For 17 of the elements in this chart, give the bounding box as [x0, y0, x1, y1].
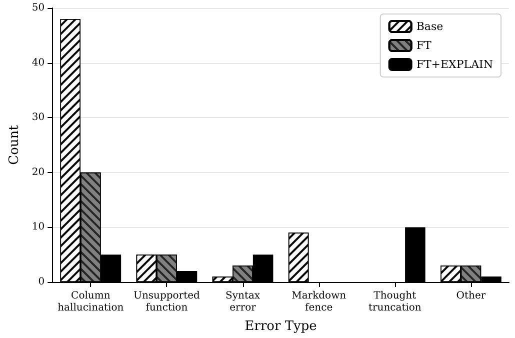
- legend-label: Base: [416, 20, 444, 33]
- y-tick-label: 10: [32, 222, 45, 233]
- legend-label: FT: [416, 39, 432, 52]
- x-tick-label: Column hallucination: [58, 290, 124, 314]
- x-tick-label: Syntax error: [226, 290, 260, 314]
- x-tick-label: Other: [456, 290, 486, 302]
- y-tick-label: 0: [38, 276, 45, 288]
- x-tick-label: Thought truncation: [368, 290, 422, 314]
- y-axis-title: Count: [7, 124, 22, 165]
- x-tick-label: Unsupported function: [134, 290, 201, 314]
- x-axis-title: Error Type: [244, 319, 318, 334]
- y-tick-label: 40: [32, 57, 45, 68]
- y-tick-label: 50: [32, 2, 45, 14]
- y-tick-label: 20: [32, 166, 45, 178]
- y-tick-label: 30: [32, 112, 45, 124]
- x-tick-label: Markdown fence: [292, 290, 347, 314]
- legend-label: FT+EXPLAIN: [416, 58, 494, 71]
